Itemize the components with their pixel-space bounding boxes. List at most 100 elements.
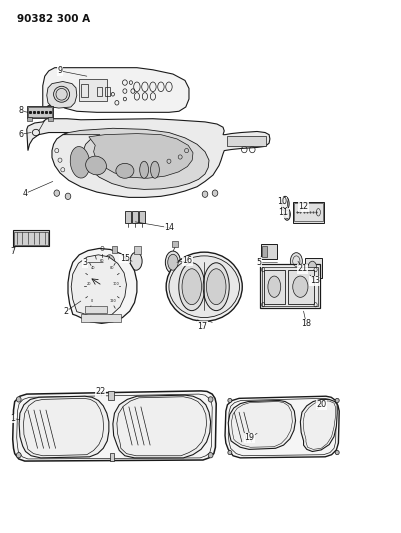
Text: 8: 8	[18, 106, 23, 115]
Ellipse shape	[178, 263, 204, 311]
Bar	[28, 107, 52, 117]
Bar	[259, 264, 319, 308]
Text: 5: 5	[255, 258, 261, 266]
Polygon shape	[225, 396, 338, 458]
Text: 16: 16	[182, 256, 192, 265]
Bar	[81, 84, 88, 98]
Text: 17: 17	[197, 321, 207, 330]
Text: 60: 60	[100, 259, 104, 263]
Bar	[139, 211, 145, 223]
Text: 9: 9	[57, 67, 63, 75]
Text: 22: 22	[95, 387, 105, 397]
Bar	[261, 246, 266, 257]
Text: 21: 21	[297, 264, 307, 273]
Text: 10: 10	[276, 197, 286, 206]
Text: 40: 40	[91, 266, 95, 270]
Ellipse shape	[130, 252, 142, 270]
Text: 0: 0	[91, 300, 93, 303]
Ellipse shape	[208, 453, 213, 458]
Polygon shape	[228, 400, 295, 449]
Ellipse shape	[334, 398, 338, 402]
Text: 120: 120	[109, 300, 116, 303]
Polygon shape	[68, 248, 137, 324]
Text: 6: 6	[18, 130, 23, 139]
Bar	[171, 241, 178, 247]
Bar	[27, 106, 53, 118]
Text: 18: 18	[301, 319, 311, 328]
Ellipse shape	[140, 161, 148, 178]
Text: 20: 20	[315, 400, 326, 409]
Polygon shape	[113, 395, 210, 458]
Ellipse shape	[85, 156, 106, 175]
Ellipse shape	[53, 86, 69, 102]
Ellipse shape	[16, 453, 21, 458]
Bar	[260, 244, 276, 259]
Bar	[97, 87, 102, 96]
Bar	[132, 211, 138, 223]
Bar	[108, 391, 113, 400]
Bar	[294, 203, 322, 221]
Ellipse shape	[165, 251, 180, 273]
Bar	[292, 201, 324, 223]
Ellipse shape	[227, 450, 231, 455]
Ellipse shape	[290, 253, 302, 270]
Polygon shape	[71, 255, 126, 318]
Ellipse shape	[167, 254, 178, 270]
Text: 1: 1	[10, 414, 15, 423]
Text: 15: 15	[119, 254, 130, 263]
Polygon shape	[19, 396, 109, 458]
Polygon shape	[300, 399, 336, 451]
Bar	[304, 258, 321, 278]
Text: 4: 4	[22, 189, 27, 198]
Ellipse shape	[150, 161, 159, 178]
Ellipse shape	[283, 208, 290, 220]
Polygon shape	[43, 68, 188, 112]
Bar	[109, 453, 113, 461]
Ellipse shape	[280, 196, 288, 211]
Bar	[14, 232, 47, 245]
Text: 90382 300 A: 90382 300 A	[17, 14, 89, 24]
Polygon shape	[63, 128, 209, 189]
Ellipse shape	[202, 191, 207, 197]
Ellipse shape	[54, 190, 59, 196]
Polygon shape	[27, 119, 269, 197]
Text: 13: 13	[309, 276, 319, 285]
Text: 3: 3	[82, 259, 87, 267]
Ellipse shape	[206, 269, 225, 305]
Text: 19: 19	[243, 433, 253, 442]
Bar	[13, 230, 49, 246]
Text: 80: 80	[109, 266, 114, 270]
Bar	[261, 266, 317, 306]
Text: 11: 11	[278, 208, 288, 217]
Bar	[125, 211, 131, 223]
Ellipse shape	[104, 255, 115, 270]
Ellipse shape	[65, 193, 71, 199]
Ellipse shape	[16, 397, 21, 402]
Ellipse shape	[227, 398, 231, 402]
Text: 7: 7	[10, 247, 15, 256]
Ellipse shape	[115, 164, 134, 178]
Text: 14: 14	[164, 223, 174, 232]
Ellipse shape	[292, 276, 307, 297]
Polygon shape	[89, 134, 192, 178]
Polygon shape	[47, 82, 77, 108]
Bar	[79, 79, 107, 101]
Ellipse shape	[70, 147, 89, 178]
Bar	[81, 314, 121, 322]
Text: 100: 100	[113, 282, 119, 286]
Ellipse shape	[168, 256, 239, 318]
Text: 2: 2	[63, 307, 68, 316]
Bar	[48, 117, 53, 121]
Bar	[85, 306, 107, 313]
Bar	[288, 270, 313, 304]
Ellipse shape	[182, 269, 201, 305]
Bar	[263, 270, 284, 304]
Bar	[134, 246, 141, 254]
Bar	[112, 246, 117, 253]
Ellipse shape	[307, 261, 316, 275]
Bar	[27, 117, 31, 121]
Text: 20: 20	[86, 282, 91, 286]
Polygon shape	[13, 391, 216, 461]
Ellipse shape	[208, 397, 213, 402]
Ellipse shape	[102, 252, 117, 273]
